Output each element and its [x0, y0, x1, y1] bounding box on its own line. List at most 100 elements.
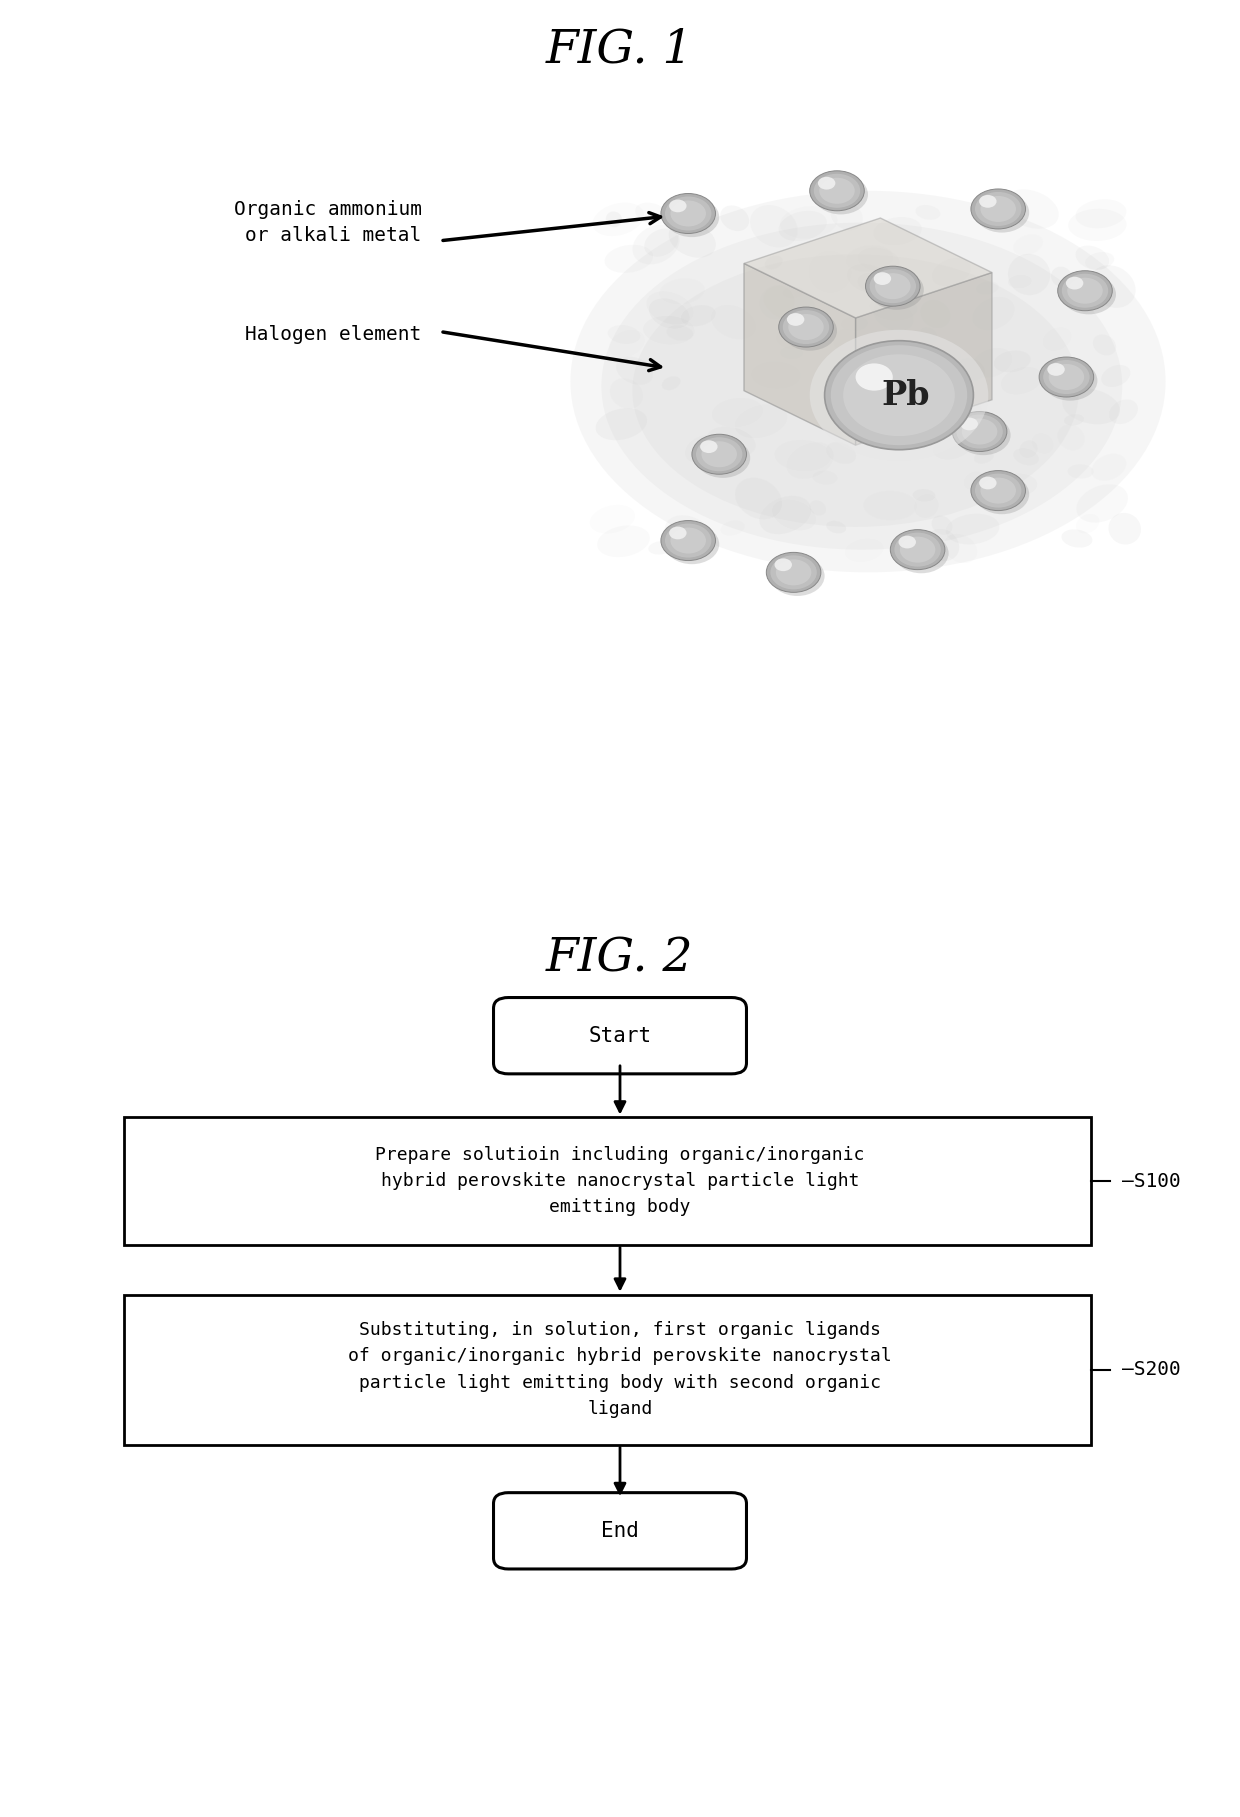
Ellipse shape: [853, 382, 874, 400]
Ellipse shape: [712, 305, 756, 340]
Circle shape: [665, 523, 712, 558]
Ellipse shape: [1064, 414, 1084, 425]
Circle shape: [665, 196, 719, 236]
Ellipse shape: [1019, 440, 1038, 458]
Circle shape: [776, 560, 811, 585]
Circle shape: [770, 556, 825, 596]
Ellipse shape: [976, 282, 998, 294]
Circle shape: [813, 174, 868, 214]
Ellipse shape: [826, 442, 856, 463]
Ellipse shape: [668, 222, 715, 258]
Circle shape: [971, 471, 1025, 511]
Text: End: End: [601, 1521, 639, 1541]
Ellipse shape: [898, 394, 956, 427]
Ellipse shape: [846, 245, 893, 273]
Ellipse shape: [994, 351, 1030, 372]
Circle shape: [661, 193, 715, 233]
Circle shape: [981, 196, 1016, 222]
Ellipse shape: [1090, 265, 1136, 307]
Circle shape: [962, 418, 997, 445]
Ellipse shape: [847, 263, 890, 293]
Ellipse shape: [870, 294, 918, 320]
Ellipse shape: [812, 471, 837, 485]
Circle shape: [980, 476, 997, 489]
Ellipse shape: [765, 256, 782, 269]
Ellipse shape: [1076, 483, 1128, 523]
Ellipse shape: [858, 247, 899, 273]
Circle shape: [782, 311, 830, 343]
Ellipse shape: [646, 291, 693, 325]
Circle shape: [671, 200, 706, 227]
FancyBboxPatch shape: [494, 998, 746, 1074]
Ellipse shape: [1001, 480, 1018, 492]
Text: —S200: —S200: [1122, 1361, 1180, 1379]
Ellipse shape: [826, 521, 846, 534]
Circle shape: [975, 474, 1022, 507]
Ellipse shape: [605, 245, 653, 273]
Ellipse shape: [1109, 512, 1141, 545]
Circle shape: [899, 536, 916, 549]
Ellipse shape: [1075, 200, 1126, 229]
Ellipse shape: [810, 500, 826, 516]
Ellipse shape: [775, 440, 831, 471]
Ellipse shape: [1008, 254, 1050, 294]
Circle shape: [971, 189, 1025, 229]
Text: Prepare solutioin including organic/inorganic
hybrid perovskite nanocrystal part: Prepare solutioin including organic/inor…: [376, 1147, 864, 1216]
Text: Start: Start: [589, 1025, 651, 1047]
Text: FIG. 2: FIG. 2: [546, 936, 694, 981]
Ellipse shape: [759, 285, 795, 320]
Circle shape: [818, 176, 836, 189]
Ellipse shape: [780, 347, 804, 360]
Circle shape: [961, 418, 978, 431]
Ellipse shape: [932, 258, 971, 285]
Ellipse shape: [972, 349, 1012, 378]
Circle shape: [975, 193, 1029, 233]
Ellipse shape: [925, 529, 960, 561]
Ellipse shape: [914, 494, 939, 518]
Circle shape: [856, 363, 893, 391]
Bar: [124, 1117, 1091, 1245]
Ellipse shape: [570, 191, 1166, 572]
Circle shape: [787, 313, 805, 325]
Ellipse shape: [681, 305, 715, 327]
Circle shape: [1058, 271, 1112, 311]
Ellipse shape: [946, 514, 999, 545]
Polygon shape: [744, 263, 856, 445]
Circle shape: [779, 307, 833, 347]
Circle shape: [820, 178, 854, 204]
Ellipse shape: [773, 500, 816, 531]
Circle shape: [857, 391, 892, 418]
Circle shape: [875, 273, 910, 300]
Ellipse shape: [920, 327, 937, 343]
Circle shape: [1048, 363, 1065, 376]
Circle shape: [810, 329, 988, 460]
Circle shape: [661, 520, 715, 560]
Circle shape: [702, 442, 737, 467]
Ellipse shape: [975, 451, 993, 463]
Circle shape: [869, 269, 916, 303]
Ellipse shape: [712, 398, 763, 427]
Ellipse shape: [833, 329, 857, 352]
Circle shape: [975, 474, 1029, 514]
Ellipse shape: [899, 405, 930, 432]
Polygon shape: [744, 218, 992, 318]
Ellipse shape: [776, 323, 822, 349]
Circle shape: [1066, 276, 1084, 289]
Ellipse shape: [1068, 465, 1094, 478]
Ellipse shape: [873, 300, 914, 331]
Circle shape: [770, 556, 817, 589]
Ellipse shape: [866, 280, 894, 296]
Circle shape: [980, 194, 997, 207]
Ellipse shape: [1003, 189, 1059, 229]
Text: Pb: Pb: [880, 378, 930, 412]
Circle shape: [952, 411, 1007, 452]
Ellipse shape: [666, 325, 693, 342]
Circle shape: [696, 438, 743, 471]
Ellipse shape: [735, 478, 782, 520]
Circle shape: [851, 387, 898, 422]
Circle shape: [866, 265, 920, 305]
Circle shape: [1061, 274, 1109, 307]
Ellipse shape: [649, 541, 672, 554]
Ellipse shape: [616, 356, 653, 385]
Ellipse shape: [931, 516, 952, 534]
